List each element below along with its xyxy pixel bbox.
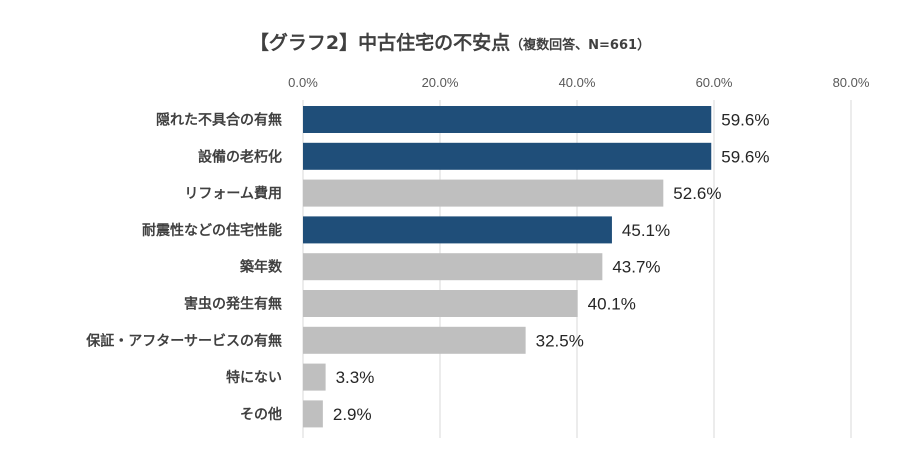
bar <box>303 253 603 281</box>
bar <box>303 400 323 428</box>
data-label: 45.1% <box>622 221 670 240</box>
x-tick-label: 80.0% <box>833 75 870 90</box>
data-label: 43.7% <box>612 258 660 277</box>
bar <box>303 326 526 354</box>
data-label: 40.1% <box>588 295 636 314</box>
chart-title-main: 【グラフ2】中古住宅の不安点 <box>249 32 511 54</box>
bar <box>303 106 712 133</box>
category-label: 設備の老朽化 <box>198 148 282 165</box>
x-tick-label: 0.0% <box>288 75 318 90</box>
bar <box>303 142 712 170</box>
bar <box>303 363 326 391</box>
data-label: 52.6% <box>673 184 721 203</box>
data-label: 59.6% <box>721 147 769 166</box>
chart-subtitle: （複数回答、N=661） <box>510 38 651 53</box>
bar <box>303 290 578 317</box>
data-label: 3.3% <box>336 368 375 387</box>
x-tick-label: 20.0% <box>422 75 459 90</box>
category-label: 築年数 <box>239 259 283 276</box>
category-label: リフォーム費用 <box>184 185 282 202</box>
category-label: 隠れた不具合の有無 <box>156 112 282 129</box>
category-label: 害虫の発生有無 <box>184 296 282 313</box>
category-label: 特にない <box>226 369 282 386</box>
bar <box>303 179 664 207</box>
bar <box>303 216 612 244</box>
category-label: 耐震性などの住宅性能 <box>142 222 282 239</box>
category-label: その他 <box>240 406 282 423</box>
x-tick-label: 60.0% <box>696 75 733 90</box>
chart-title: 【グラフ2】中古住宅の不安点（複数回答、N=661） <box>0 28 900 55</box>
data-label: 2.9% <box>333 405 372 424</box>
data-label: 32.5% <box>536 331 584 350</box>
category-label: 保証・アフターサービスの有無 <box>85 332 282 349</box>
x-tick-label: 40.0% <box>559 75 596 90</box>
data-label: 59.6% <box>721 111 769 130</box>
